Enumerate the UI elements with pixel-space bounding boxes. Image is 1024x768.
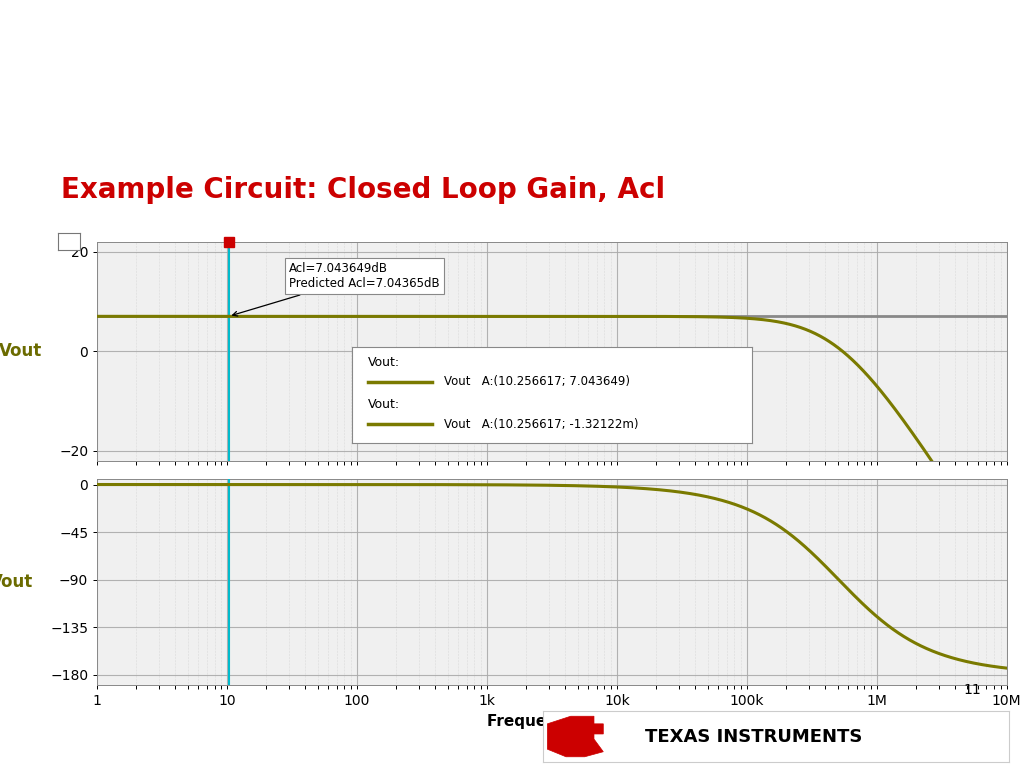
Y-axis label: Vout: Vout (0, 573, 33, 591)
Text: TEXAS INSTRUMENTS: TEXAS INSTRUMENTS (645, 727, 862, 746)
Text: TI: TI (562, 724, 589, 749)
Text: 11: 11 (964, 684, 981, 697)
Text: Vout   A:(10.256617; -1.32122m): Vout A:(10.256617; -1.32122m) (444, 418, 638, 431)
Y-axis label: Vout: Vout (0, 343, 42, 360)
Text: Acl=7.043649dB
Predicted Acl=7.04365dB: Acl=7.043649dB Predicted Acl=7.04365dB (232, 262, 439, 316)
X-axis label: Frequency (Hz): Frequency (Hz) (487, 713, 616, 729)
Text: Vout:: Vout: (368, 399, 400, 412)
Text: Example Circuit: Closed Loop Gain, Acl: Example Circuit: Closed Loop Gain, Acl (61, 176, 666, 204)
Text: Vout   A:(10.256617; 7.043649): Vout A:(10.256617; 7.043649) (444, 375, 630, 388)
Text: Vout:: Vout: (368, 356, 400, 369)
Polygon shape (548, 717, 603, 756)
